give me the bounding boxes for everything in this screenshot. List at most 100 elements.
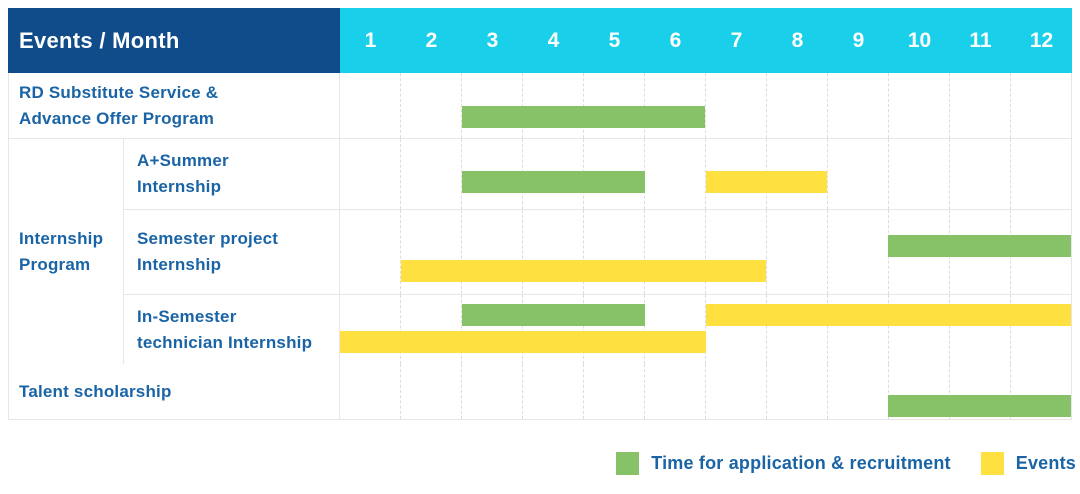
grid-cell [828,73,889,138]
row-label-line: Talent scholarship [19,381,172,401]
month-label: 6 [669,28,682,52]
grid-cell [767,364,828,419]
gantt-bar-application [461,106,706,128]
timeline-a-plus-summer [340,139,1071,209]
grid-cell [828,210,889,294]
table-body: RD Substitute Service & Advance Offer Pr… [8,73,1072,420]
grid-cell [523,210,584,294]
month-label: 12 [1029,28,1054,52]
legend-item-application: Time for application & recruitment [616,452,951,475]
grid-cell [645,139,706,209]
grid-cell [828,139,889,209]
month-label: 5 [608,28,621,52]
group-internship-program: Internship Program A+Summer Internship S… [9,138,1071,364]
legend-label-application: Time for application & recruitment [651,453,951,473]
grid-cell [828,295,889,364]
row-label-line: Internship [137,177,222,196]
events-month-header: Events / Month [8,8,340,73]
row-label-line: A+Summer [137,151,229,170]
row-label-line: RD Substitute Service & [19,82,219,102]
gantt-bar-event [705,171,828,193]
gantt-bar-application [888,395,1071,417]
grid-cell [340,139,401,209]
grid-cell [767,139,828,209]
group-label-line: Program [19,254,91,274]
timeline-rd-substitute [340,73,1071,138]
month-header-strip: 1 2 3 4 5 6 7 8 9 10 11 12 [340,8,1072,73]
gantt-bar-application [461,304,645,326]
grid-cell [1011,73,1071,138]
gantt-bar-event [705,304,1071,326]
grid-cell [523,295,584,364]
grid-cell [950,139,1011,209]
row-label-line: technician Internship [137,332,313,352]
grid-cell [401,73,462,138]
grid-cell [706,364,767,419]
grid-cell [462,210,523,294]
gantt-bar-event [400,260,767,282]
grid-cell [584,364,645,419]
legend-label-events: Events [1015,453,1076,473]
grid-cell [706,73,767,138]
grid-cell [767,73,828,138]
gantt-bar-application [461,171,645,193]
grid-cell [645,364,706,419]
row-label-line: Advance Offer Program [19,108,215,128]
grid-cell [584,210,645,294]
events-color-swatch [980,452,1004,475]
row-label-a-plus-summer: A+Summer Internship [124,139,340,209]
grid-cell [401,139,462,209]
month-label: 1 [364,28,377,52]
row-rd-substitute: RD Substitute Service & Advance Offer Pr… [9,73,1071,138]
grid-cell [340,295,401,364]
grid-cell [1011,139,1071,209]
grid-cell [340,73,401,138]
grid-cell [401,210,462,294]
group-rows: A+Summer Internship Semester project Int… [124,139,1071,364]
legend-item-events: Events [980,452,1076,475]
month-label: 7 [730,28,743,52]
timeline-in-semester-technician [340,295,1071,364]
grid-cell [828,364,889,419]
grid-cell [889,295,950,364]
grid-cell [767,210,828,294]
grid-cell [462,295,523,364]
row-label-line: Semester project [137,229,279,248]
row-label-line: In-Semester [137,306,237,326]
grid-cell [950,364,1011,419]
month-label: 10 [907,28,932,52]
row-label-in-semester-technician: In-Semester technician Internship [124,295,340,364]
grid-cell [462,364,523,419]
month-label: 11 [969,28,992,52]
grid-cell [889,73,950,138]
grid-cell [401,295,462,364]
legend: Time for application & recruitment Event… [616,452,1076,475]
row-a-plus-summer: A+Summer Internship [124,139,1071,209]
grid-cell [340,210,401,294]
grid-cell [462,73,523,138]
month-label: 8 [791,28,804,52]
row-talent-scholarship: Talent scholarship [9,364,1071,419]
grid-cell [889,139,950,209]
row-label-rd-substitute: RD Substitute Service & Advance Offer Pr… [9,73,340,138]
grid-cell [401,364,462,419]
grid-cell [950,73,1011,138]
row-label-line: Internship [137,255,222,274]
row-in-semester-technician: In-Semester technician Internship [124,294,1071,364]
row-label-talent-scholarship: Talent scholarship [9,364,340,419]
grid-cell [340,364,401,419]
row-semester-project: Semester project Internship [124,209,1071,294]
timeline-semester-project [340,210,1071,294]
grid-cell [950,295,1011,364]
table-header-row: Events / Month 1 2 3 4 5 6 7 8 9 10 11 12 [8,8,1072,73]
group-label-line: Internship [19,228,104,248]
grid-cell [584,295,645,364]
application-color-swatch [616,452,640,475]
month-label: 3 [486,28,499,52]
grid-cell [889,364,950,419]
row-label-semester-project: Semester project Internship [124,210,340,294]
grid-cell [584,73,645,138]
month-label: 9 [852,28,865,52]
timeline-talent-scholarship [340,364,1071,419]
